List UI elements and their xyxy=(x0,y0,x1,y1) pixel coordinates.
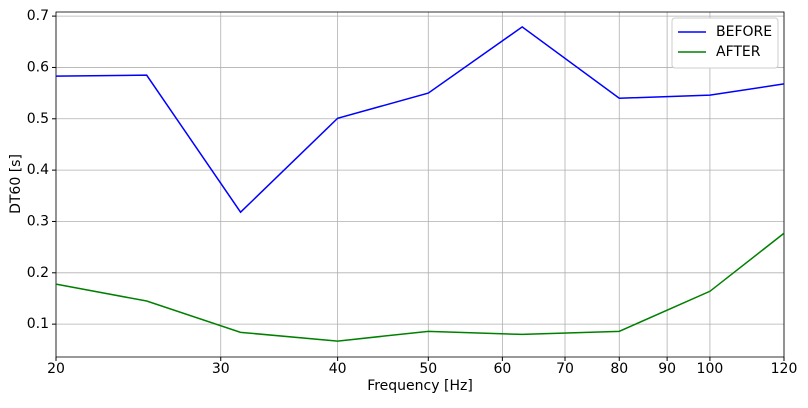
series-line xyxy=(55,25,785,214)
y-tick-label: 0.6 xyxy=(27,59,49,75)
legend-label: BEFORE xyxy=(716,24,772,40)
x-tick-label: 50 xyxy=(419,361,437,377)
x-tick-label: 70 xyxy=(556,361,574,377)
legend-box xyxy=(671,17,779,69)
legend-label: AFTER xyxy=(716,44,761,60)
x-tick-label: 40 xyxy=(329,361,347,377)
x-axis-label: Frequency [Hz] xyxy=(367,378,473,394)
x-tick-label: 30 xyxy=(212,361,230,377)
y-tick-label: 0.2 xyxy=(27,265,49,281)
x-tick-label: 100 xyxy=(697,361,724,377)
series-line xyxy=(55,232,785,342)
y-tick-label: 0.5 xyxy=(27,111,49,127)
y-tick-label: 0.1 xyxy=(27,316,49,332)
x-tick-label: 60 xyxy=(493,361,511,377)
plot-frame xyxy=(55,11,785,358)
x-tick-label: 120 xyxy=(771,361,798,377)
y-tick-label: 0.3 xyxy=(27,213,49,229)
x-tick-label: 90 xyxy=(658,361,676,377)
y-axis-label: DT60 [s] xyxy=(8,154,24,214)
y-tick-label: 0.4 xyxy=(27,162,49,178)
y-tick-label: 0.7 xyxy=(27,8,49,24)
x-tick-label: 80 xyxy=(610,361,628,377)
x-tick-label: 20 xyxy=(47,361,65,377)
